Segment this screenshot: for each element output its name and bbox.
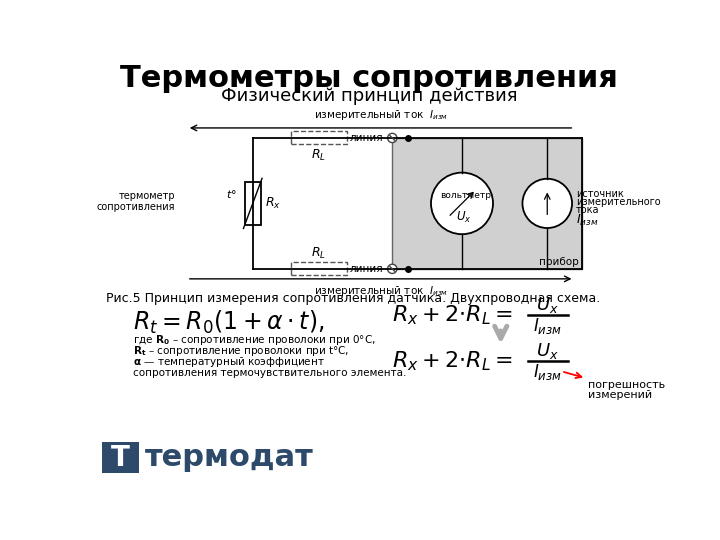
Text: измерительный ток  $I_{изм}$: измерительный ток $I_{изм}$ [314, 108, 448, 122]
Text: Т: Т [111, 443, 130, 471]
Text: $R_L$: $R_L$ [311, 246, 326, 261]
Text: $I_{изм}$: $I_{изм}$ [576, 213, 598, 228]
Circle shape [387, 133, 397, 143]
Circle shape [523, 179, 572, 228]
Text: $R_t = R_0(1 + \alpha \cdot t),$: $R_t = R_0(1 + \alpha \cdot t),$ [132, 309, 324, 336]
Text: тока: тока [576, 205, 600, 214]
Text: измерительного: измерительного [576, 197, 660, 207]
Text: $\mathbf{\alpha}$ — температурный коэффициент: $\mathbf{\alpha}$ — температурный коэффи… [132, 355, 325, 369]
Text: линия: линия [350, 133, 383, 143]
Text: измерительный ток  $I_{изм}$: измерительный ток $I_{изм}$ [314, 284, 448, 298]
Bar [102, 442, 139, 473]
Text: $R_x + 2{\cdot}R_L=$: $R_x + 2{\cdot}R_L=$ [392, 303, 513, 327]
Text: сопротивления: сопротивления [96, 202, 175, 212]
Text: $I_{изм}$: $I_{изм}$ [533, 316, 562, 336]
Text: термодат: термодат [145, 443, 314, 472]
Text: $R_L$: $R_L$ [311, 148, 326, 164]
Bar [392, 138, 582, 269]
Text: погрешность: погрешность [588, 381, 665, 390]
Text: где $\mathbf{R_0}$ – сопротивление проволоки при 0°С,: где $\mathbf{R_0}$ – сопротивление прово… [132, 334, 375, 347]
Text: Рис.5 Принцип измерения сопротивления датчика. Двухпроводная схема.: Рис.5 Принцип измерения сопротивления да… [106, 292, 600, 305]
Bar [245, 182, 261, 225]
Text: источник: источник [576, 189, 624, 199]
Bar [291, 131, 346, 145]
Circle shape [431, 173, 493, 234]
Circle shape [387, 264, 397, 273]
Text: $U_x$: $U_x$ [536, 295, 559, 315]
Bar [291, 262, 346, 275]
Text: линия: линия [350, 264, 383, 274]
Text: прибор: прибор [539, 256, 579, 267]
Text: $\mathbf{R_t}$ – сопротивление проволоки при t°С,: $\mathbf{R_t}$ – сопротивление проволоки… [132, 344, 349, 358]
Text: вольтметр: вольтметр [441, 191, 491, 200]
Text: $t°$: $t°$ [225, 188, 236, 200]
Text: термометр: термометр [119, 191, 175, 201]
Text: Физический принцип действия: Физический принцип действия [221, 86, 517, 105]
Text: $R_x + 2{\cdot}R_L=$: $R_x + 2{\cdot}R_L=$ [392, 349, 513, 373]
Text: $I_{изм}$: $I_{изм}$ [533, 362, 562, 382]
Text: сопротивления термочувствительного элемента.: сопротивления термочувствительного элеме… [132, 368, 406, 378]
Text: Термометры сопротивления: Термометры сопротивления [120, 64, 618, 93]
Text: $R_x$: $R_x$ [265, 196, 281, 211]
Text: $U_x$: $U_x$ [456, 210, 472, 225]
Text: $U_x$: $U_x$ [536, 341, 559, 361]
Text: измерений: измерений [588, 390, 652, 400]
